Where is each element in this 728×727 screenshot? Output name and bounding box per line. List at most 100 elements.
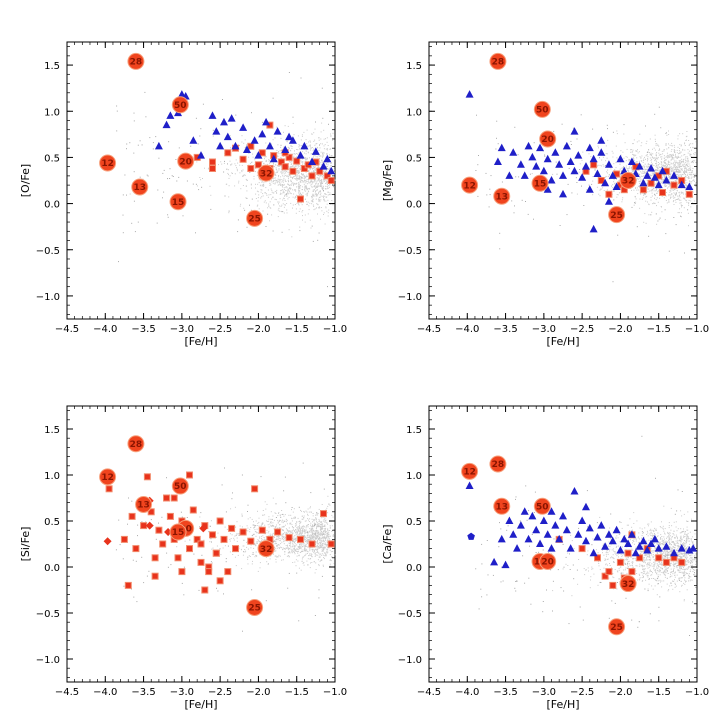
background-star [287,555,289,557]
background-star [282,197,284,199]
background-star [303,535,305,537]
background-star [311,518,313,520]
background-star [675,162,677,164]
background-star [283,537,285,538]
background-star [319,160,320,162]
x-tick-label: −3.0 [532,324,556,335]
background-star [306,158,308,160]
background-star [514,126,516,128]
background-star [325,182,326,184]
background-star [322,523,324,525]
background-star [678,198,680,200]
background-star [254,556,256,558]
background-star [274,173,276,175]
background-star [311,526,313,528]
background-star [676,149,678,151]
background-star [198,189,200,191]
background-star [304,533,306,534]
background-star [667,154,669,156]
background-star [281,533,283,535]
background-star [288,72,290,73]
background-star [579,163,581,165]
background-star [675,160,677,162]
background-star [635,150,637,152]
background-star [653,165,655,166]
background-star [668,194,670,195]
background-star [677,146,679,148]
background-star [688,202,690,204]
background-star [690,169,692,171]
background-star [318,200,320,202]
background-star [301,510,302,512]
background-star [332,535,334,537]
background-star [663,179,665,181]
background-star [533,142,535,144]
background-star [296,548,298,550]
background-star [279,198,281,200]
background-star [650,154,652,156]
background-star [641,172,643,174]
background-star [293,536,295,538]
background-star [669,164,671,166]
background-star [320,528,322,530]
x-tick-label: −4.0 [93,324,117,335]
background-star [262,210,264,212]
background-star [647,151,649,153]
background-star [283,187,285,189]
background-star [294,542,295,543]
background-star [676,166,678,168]
background-star [314,532,316,534]
background-star [263,201,265,203]
background-star [658,219,660,221]
background-star [660,127,662,129]
background-star [566,214,568,216]
background-star [293,517,295,519]
background-star [255,193,257,195]
star-circle [169,193,187,211]
background-star [282,519,283,521]
background-star [302,162,304,164]
background-star [265,536,267,538]
background-star [661,158,662,160]
triangle-point [685,182,694,190]
background-star [276,539,278,540]
background-star [605,145,607,147]
background-star [258,540,259,542]
background-star [250,544,252,546]
background-star [327,212,329,214]
background-star [684,149,686,151]
background-star [295,190,297,192]
background-star [296,533,298,535]
background-star [133,112,135,114]
background-star [295,550,297,552]
background-star [310,536,312,538]
background-star [316,527,317,529]
star-label: 12 [101,159,114,169]
background-star [317,546,319,548]
background-star [669,176,671,178]
background-star [664,157,665,159]
background-star [638,160,640,162]
background-star [299,145,301,147]
background-star [678,175,680,177]
background-star [322,155,324,157]
background-star [312,536,314,538]
background-star [259,536,261,538]
background-star [301,551,302,552]
background-star [316,524,318,526]
background-star [650,196,652,198]
background-star [278,535,279,537]
background-star [322,532,324,533]
background-star [330,165,332,167]
background-star [663,165,665,167]
background-star [322,187,324,189]
background-star [329,530,331,531]
background-star [291,146,293,147]
background-star [327,495,329,497]
background-star [299,529,301,531]
background-star [668,195,670,197]
background-star [620,150,622,152]
background-star [323,526,325,527]
background-star [311,549,313,551]
background-star [325,200,327,202]
